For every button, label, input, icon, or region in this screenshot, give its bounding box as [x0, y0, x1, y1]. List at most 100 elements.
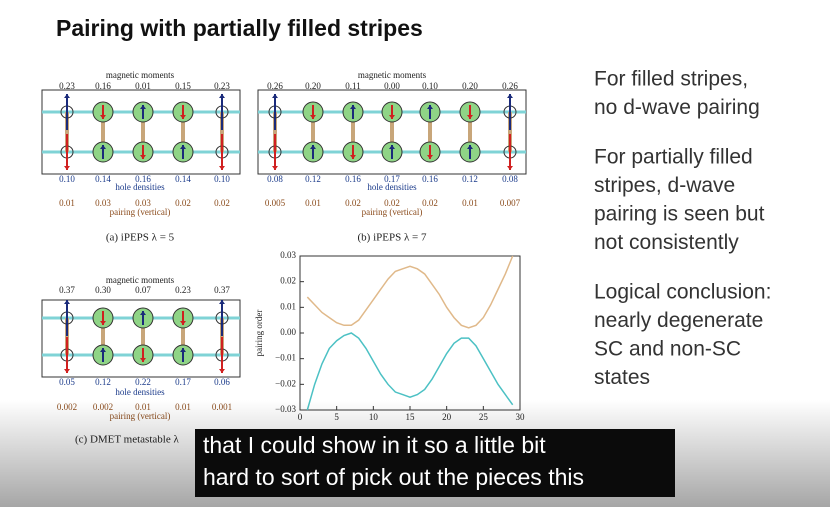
moment-value: 0.23 — [214, 81, 230, 91]
pairing-value: 0.01 — [59, 198, 75, 208]
hole-density: 0.05 — [59, 377, 75, 387]
caption-line: hard to sort of pick out the pieces this — [203, 464, 584, 490]
moments-label: magnetic moments — [106, 275, 175, 285]
y-tick-label: 0.03 — [280, 250, 296, 260]
spin-head — [272, 166, 278, 170]
moment-value: 0.26 — [502, 81, 518, 91]
moment-value: 0.07 — [135, 285, 151, 295]
pairing-value: 0.02 — [422, 198, 438, 208]
hole-density: 0.14 — [95, 174, 111, 184]
y-tick-label: −0.01 — [275, 353, 296, 363]
hole-density: 0.10 — [59, 174, 75, 184]
moment-value: 0.11 — [345, 81, 360, 91]
y-tick-label: −0.02 — [275, 378, 296, 388]
spin-head — [350, 105, 356, 109]
pairing-value: 0.01 — [305, 198, 321, 208]
spin-head — [427, 155, 433, 159]
y-tick-label: 0.02 — [280, 276, 296, 286]
spin-head — [389, 115, 395, 119]
moment-value: 0.20 — [462, 81, 478, 91]
moment-value: 0.37 — [59, 285, 75, 295]
hole-density: 0.12 — [462, 174, 478, 184]
spin-head — [310, 115, 316, 119]
moment-value: 0.23 — [59, 81, 75, 91]
series-line — [306, 255, 514, 329]
hole-density: 0.08 — [502, 174, 518, 184]
pairing-value: 0.02 — [214, 198, 230, 208]
pairing-value: 0.007 — [500, 198, 521, 208]
spin-head — [507, 166, 513, 170]
holes-label: hole densities — [367, 182, 417, 192]
moments-label: magnetic moments — [106, 70, 175, 80]
side-text: not consistently — [594, 231, 739, 254]
pairing-value: 0.03 — [135, 198, 151, 208]
spin-head — [180, 145, 186, 149]
hole-density: 0.16 — [135, 174, 151, 184]
spin-head — [64, 369, 70, 373]
spin-head — [140, 105, 146, 109]
caption-box — [195, 429, 675, 497]
spin-head — [64, 300, 70, 304]
side-text: stripes, d-wave — [594, 174, 735, 197]
hole-density: 0.06 — [214, 377, 230, 387]
spin-head — [180, 348, 186, 352]
pairing-value: 0.005 — [265, 198, 286, 208]
side-text: states — [594, 366, 650, 389]
hole-density: 0.17 — [384, 174, 400, 184]
y-axis-label: pairing order — [254, 310, 264, 357]
hole-density: 0.14 — [175, 174, 191, 184]
series-line — [306, 332, 514, 411]
moment-value: 0.30 — [95, 285, 111, 295]
spin-head — [350, 155, 356, 159]
pairing-value: 0.02 — [384, 198, 400, 208]
spin-head — [272, 94, 278, 98]
hole-density: 0.10 — [214, 174, 230, 184]
hole-density: 0.16 — [345, 174, 361, 184]
hole-density: 0.08 — [267, 174, 283, 184]
spin-head — [507, 94, 513, 98]
spin-head — [140, 155, 146, 159]
pairing-value: 0.03 — [95, 198, 111, 208]
lattice-box — [41, 89, 241, 175]
hole-density: 0.22 — [135, 377, 151, 387]
side-text: Logical conclusion: — [594, 281, 771, 304]
hole-density: 0.12 — [305, 174, 321, 184]
side-text: SC and non-SC — [594, 338, 741, 361]
pairing-value: 0.01 — [462, 198, 478, 208]
hole-density: 0.12 — [95, 377, 111, 387]
side-text: pairing is seen but — [594, 203, 765, 226]
pairing-value: 0.02 — [345, 198, 361, 208]
spin-head — [219, 166, 225, 170]
moment-value: 0.00 — [384, 81, 400, 91]
spin-head — [219, 300, 225, 304]
holes-label: hole densities — [115, 182, 165, 192]
hole-density: 0.16 — [422, 174, 438, 184]
moments-label: magnetic moments — [358, 70, 427, 80]
pairing-value: 0.02 — [175, 198, 191, 208]
spin-head — [180, 321, 186, 325]
panel-caption: (b) iPEPS λ = 7 — [358, 232, 427, 244]
moment-value: 0.26 — [267, 81, 283, 91]
moment-value: 0.16 — [95, 81, 111, 91]
content: 0.23 0.10 0.01 0.16 0.14 0.03 0.01 0.16 0.03 0.15… — [41, 68, 771, 446]
pairing-label: pairing (vertical) — [110, 207, 171, 217]
spin-head — [64, 94, 70, 98]
spin-head — [100, 348, 106, 352]
moment-value: 0.15 — [175, 81, 191, 91]
spin-head — [100, 321, 106, 325]
spin-head — [467, 115, 473, 119]
moment-value: 0.10 — [422, 81, 438, 91]
moment-value: 0.01 — [135, 81, 151, 91]
y-tick-label: 0.01 — [280, 301, 296, 311]
holes-label: hole densities — [115, 387, 165, 397]
hole-density: 0.17 — [175, 377, 191, 387]
lattice-box — [41, 299, 241, 378]
spin-head — [64, 166, 70, 170]
lattice-box — [257, 89, 527, 175]
side-text: For filled stripes, — [594, 68, 748, 91]
panel-caption: (a) iPEPS λ = 5 — [106, 232, 175, 244]
pairing-label: pairing (vertical) — [362, 207, 423, 217]
spin-head — [140, 358, 146, 362]
